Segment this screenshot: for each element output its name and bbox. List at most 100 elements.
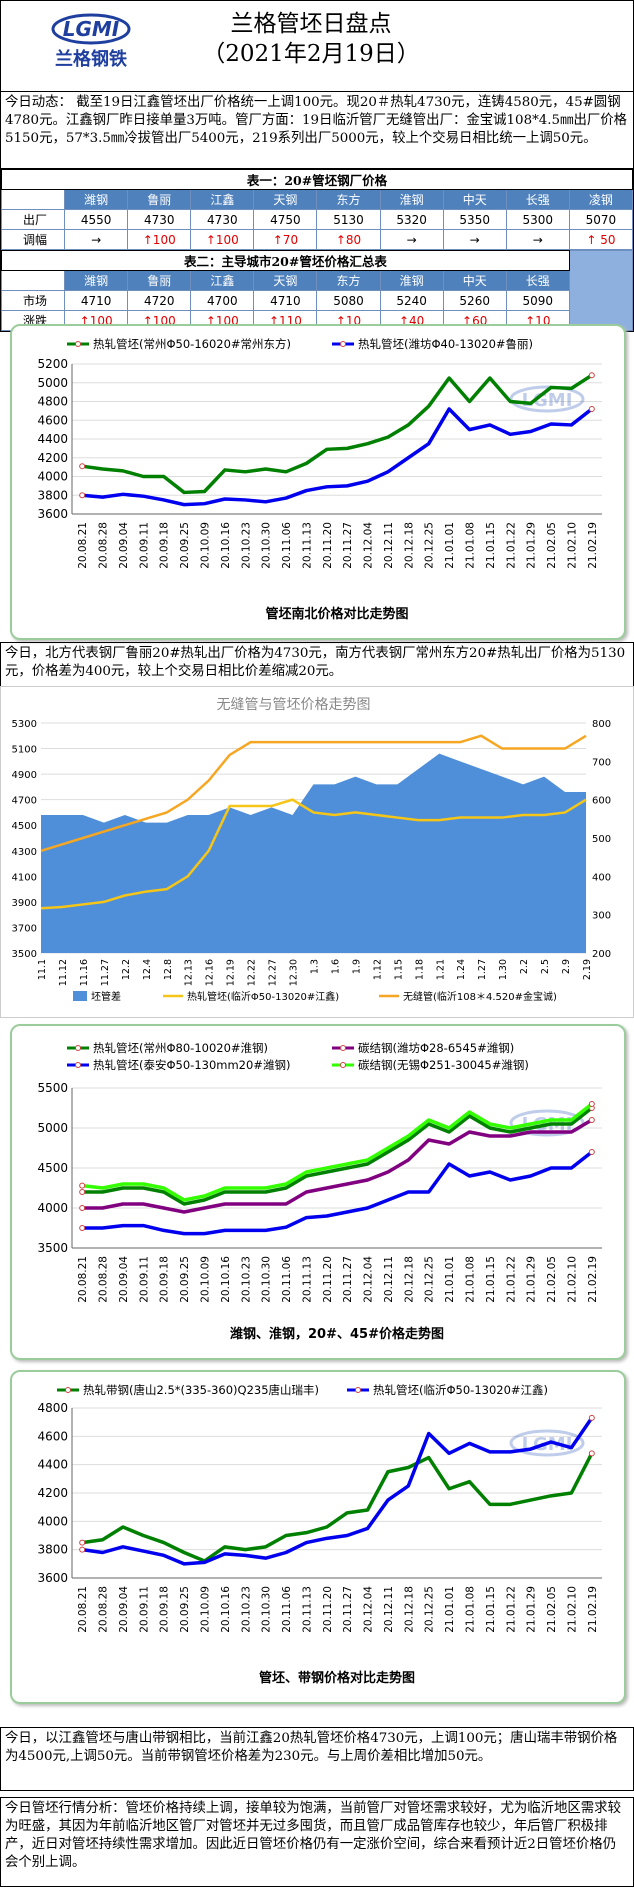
x-tick-label: 20.11.27	[342, 1586, 354, 1633]
series-line	[81, 373, 593, 495]
t1-change-cell: ↑100	[127, 229, 192, 250]
data-point	[79, 463, 86, 470]
legend-label: 热轧管坯(泰安Φ50-130mm20#潍钢)	[93, 1058, 290, 1072]
x-tick-label: 21.01.15	[485, 1586, 497, 1633]
x-tick-label: 21.02.10	[566, 522, 578, 569]
table2-row-header: 钢厂	[0, 270, 66, 291]
t1-col-header: 凌钢	[568, 189, 634, 210]
legend-marker	[65, 1387, 71, 1393]
x-tick-label: 20.08.28	[98, 1256, 110, 1303]
x-tick-label: 20.10.23	[240, 1256, 252, 1303]
factory-price-table: 表一：20#管坯钢厂价格 钢厂 潍钢 鲁丽 江鑫 天钢 东方 淮钢 中天 长强 凌钢 出厂 4550…	[0, 169, 634, 250]
x-tick-label: 20.09.25	[179, 522, 191, 569]
y2-tick-label: 600	[592, 796, 611, 807]
data-point	[79, 1205, 86, 1211]
x-tick-label: 12.30	[289, 959, 300, 986]
x-tick-label: 20.09.04	[118, 1256, 130, 1303]
y-tick-label: 3800	[37, 1543, 68, 1557]
table1-price-label: 出厂	[0, 209, 66, 230]
y-tick-label: 4200	[37, 451, 68, 465]
y-tick-label: 5100	[12, 745, 37, 756]
t1-change-cell: →	[64, 229, 129, 250]
x-tick-label: 21.02.19	[587, 522, 599, 569]
x-tick-label: 20.10.30	[261, 522, 273, 569]
x-tick-label: 2.5	[540, 959, 551, 974]
table1-caption: 表一：20#管坯钢厂价格	[1, 169, 633, 190]
chart-title: 无缝管与管坯价格走势图	[217, 697, 371, 713]
x-tick-label: 21.02.19	[587, 1586, 599, 1633]
t1-price-cell: 5320	[379, 209, 444, 230]
x-tick-label: 20.08.21	[77, 522, 89, 569]
t1-change-cell: ↑100	[190, 229, 255, 250]
x-tick-label: 2.9	[561, 959, 572, 974]
x-tick-label: 21.02.19	[587, 1256, 599, 1303]
y-tick-label: 4100	[12, 872, 37, 883]
x-tick-label: 21.01.15	[485, 1256, 497, 1303]
x-tick-label: 20.12.25	[424, 1256, 436, 1303]
x-tick-label: 1.3	[310, 959, 321, 974]
y-tick-label: 3600	[37, 1571, 68, 1585]
x-tick-label: 20.12.04	[363, 522, 375, 569]
title-line-2: （2021年2月19日）	[202, 41, 420, 67]
x-tick-label: 20.10.16	[220, 522, 232, 569]
x-tick-label: 20.09.18	[159, 1256, 171, 1303]
y-tick-label: 4500	[12, 821, 37, 832]
t2-price-cell: 5090	[505, 290, 570, 311]
y-tick-label: 3600	[37, 507, 68, 521]
y-tick-label: 5500	[37, 1081, 68, 1095]
data-point	[79, 1225, 86, 1231]
report-header: LGMI 兰格钢铁 兰格管坯日盘点 （2021年2月19日）	[1, 1, 633, 92]
x-tick-label: 21.01.22	[505, 522, 517, 569]
data-point	[79, 1546, 86, 1553]
chart-seamless-vs-billet: 无缝管与管坯价格走势图 3500 3700 3900 4100 4300 4500 4700 4…	[12, 697, 612, 1003]
x-tick-label: 20.11.20	[322, 522, 334, 569]
chart-panel-1: 3600 3800 4000 4200 4400 4600 4800 5000 5200 20.0…	[10, 324, 626, 640]
watermark-ring	[509, 385, 585, 413]
x-tick-label: 21.02.05	[546, 522, 558, 569]
t1-change-cell: →	[379, 229, 444, 250]
x-tick-label: 20.11.06	[281, 1586, 293, 1633]
x-tick-label: 21.01.22	[505, 1256, 517, 1303]
t1-col-header: 天钢	[253, 189, 318, 210]
t2-price-cell: 5260	[442, 290, 507, 311]
data-point	[79, 1189, 86, 1195]
t1-col-header: 中天	[442, 189, 507, 210]
t2-price-cell: 4700	[190, 290, 255, 311]
watermark-ring	[509, 1109, 585, 1137]
x-tick-label: 12.13	[184, 959, 195, 986]
x-tick-label: 20.12.18	[403, 1586, 415, 1633]
x-tick-label: 20.11.27	[342, 1256, 354, 1303]
series-line	[81, 1452, 594, 1563]
t2-price-cell: 5080	[316, 290, 381, 311]
x-tick-label: 12.19	[226, 959, 237, 986]
series-line	[81, 1416, 594, 1566]
legend-marker	[75, 1062, 81, 1068]
y-tick-label: 4300	[12, 847, 37, 858]
x-tick-label: 20.10.09	[200, 1256, 212, 1303]
x-tick-label: 20.10.16	[220, 1256, 232, 1303]
y-tick-label: 4000	[37, 1201, 68, 1215]
data-point	[588, 1101, 595, 1107]
x-tick-label: 20.10.30	[261, 1256, 273, 1303]
series-line	[82, 407, 593, 507]
t2-col-header: 中天	[442, 270, 507, 291]
x-tick-label: 20.12.11	[383, 522, 395, 569]
table1-change-label: 调幅	[0, 229, 66, 250]
legend-label: 热轧管坯(潍坊Φ40-13020#鲁丽)	[358, 337, 533, 351]
t1-change-cell: ↑80	[316, 229, 381, 250]
y2-tick-label: 300	[592, 911, 611, 922]
x-tick-label: 20.11.13	[301, 1586, 313, 1633]
y-tick-label: 4900	[12, 770, 37, 781]
t2-col-header: 东方	[316, 270, 381, 291]
logo-mark: LGMI	[63, 17, 120, 41]
x-tick-label: 20.11.06	[281, 522, 293, 569]
legend-label: 热轧管坯(临沂Φ50-13020#江鑫)	[373, 1383, 548, 1397]
legend-label: 坯管差	[91, 990, 121, 1003]
t2-price-cell: 4720	[127, 290, 192, 311]
x-tick-label: 20.10.30	[261, 1586, 273, 1633]
x-tick-label: 1.6	[330, 959, 341, 974]
x-tick-label: 20.08.21	[77, 1256, 89, 1303]
title-line-1: 兰格管坯日盘点	[230, 11, 392, 37]
watermark-logo: LGMI	[509, 385, 585, 413]
x-tick-label: 20.11.20	[322, 1586, 334, 1633]
